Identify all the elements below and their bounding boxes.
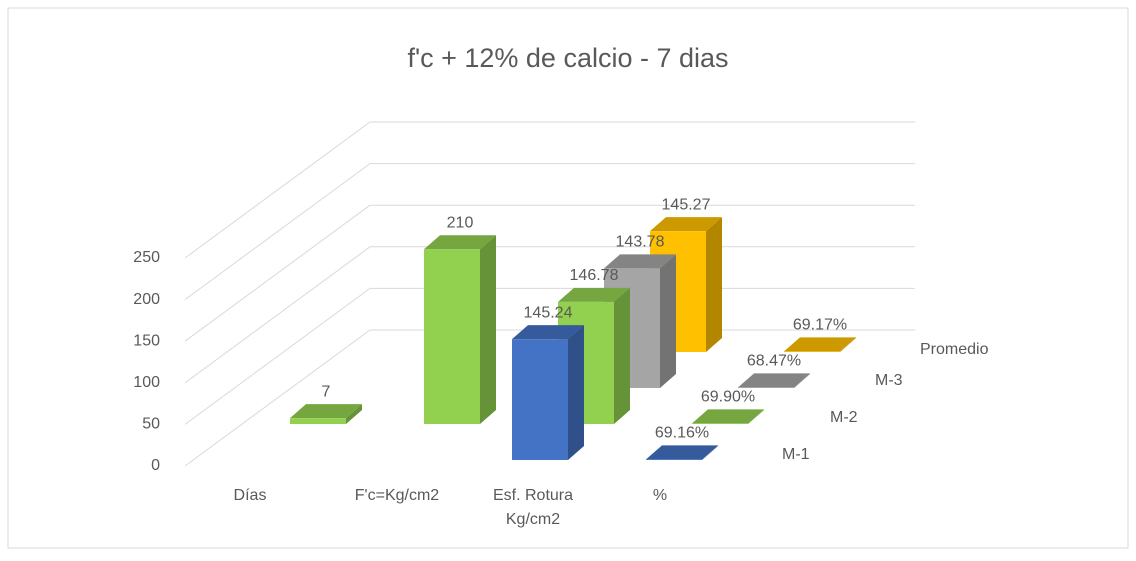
bar bbox=[650, 217, 722, 352]
data-label: 7 bbox=[322, 383, 331, 400]
bar-side bbox=[702, 445, 718, 460]
series-label: M-1 bbox=[782, 446, 810, 463]
bar-top bbox=[604, 254, 676, 269]
y-tick-label: 100 bbox=[133, 374, 160, 391]
series-label: M-2 bbox=[830, 409, 858, 426]
x-tick-label: % bbox=[653, 487, 667, 504]
bar bbox=[784, 337, 856, 352]
bar bbox=[290, 404, 362, 424]
bar-front bbox=[692, 423, 748, 424]
bar-side bbox=[794, 373, 810, 388]
bar-top bbox=[290, 404, 362, 419]
bar-side bbox=[748, 409, 764, 424]
bar-side bbox=[568, 325, 584, 460]
series-label: Promedio bbox=[920, 341, 989, 358]
bar-front bbox=[512, 339, 568, 460]
bar-front bbox=[290, 418, 346, 424]
grid-line bbox=[184, 121, 371, 259]
bar bbox=[646, 445, 718, 460]
y-tick-label: 150 bbox=[133, 332, 160, 349]
bar bbox=[738, 373, 810, 388]
bar-top bbox=[424, 235, 496, 250]
bar-top bbox=[646, 445, 718, 460]
data-label: 143.78 bbox=[616, 234, 665, 251]
chart-title: f'c + 12% de calcio - 7 dias bbox=[407, 43, 728, 73]
y-tick-label: 50 bbox=[142, 416, 160, 433]
x-tick-label: Días bbox=[234, 487, 267, 504]
series-label: M-3 bbox=[875, 372, 903, 389]
x-tick-label: F'c=Kg/cm2 bbox=[355, 487, 440, 504]
bar-top bbox=[738, 373, 810, 388]
bar-front bbox=[646, 459, 702, 460]
data-label: 69.90% bbox=[701, 389, 755, 406]
bar bbox=[692, 409, 764, 424]
y-tick-label: 250 bbox=[133, 249, 160, 266]
data-label: 68.47% bbox=[747, 353, 801, 370]
bar-top bbox=[512, 325, 584, 340]
bar-top bbox=[692, 409, 764, 424]
bar bbox=[424, 235, 496, 424]
grid-line bbox=[184, 287, 371, 425]
bar-top bbox=[558, 287, 630, 302]
grid-line bbox=[184, 163, 371, 301]
y-tick-label: 200 bbox=[133, 291, 160, 308]
bar-top bbox=[650, 217, 722, 232]
chart-frame bbox=[7, 7, 1129, 549]
bar-front bbox=[738, 387, 794, 388]
x-tick-label: Esf. Rotura Kg/cm2 bbox=[493, 487, 573, 528]
bar-front bbox=[784, 351, 840, 352]
bar-side bbox=[706, 217, 722, 352]
grid-line bbox=[184, 204, 371, 342]
data-label: 210 bbox=[447, 214, 474, 231]
data-label: 69.16% bbox=[655, 425, 709, 442]
bar-side bbox=[660, 254, 676, 388]
data-label: 69.17% bbox=[793, 317, 847, 334]
bar bbox=[512, 325, 584, 460]
y-tick-label: 0 bbox=[151, 457, 160, 474]
bar-side bbox=[480, 235, 496, 424]
bar-top bbox=[784, 337, 856, 352]
bar-side bbox=[346, 404, 362, 424]
data-label: 145.27 bbox=[662, 196, 711, 213]
grid-line bbox=[184, 246, 371, 384]
data-label: 145.24 bbox=[524, 304, 573, 321]
bar-side bbox=[614, 287, 630, 424]
bar-side bbox=[840, 337, 856, 352]
data-label: 146.78 bbox=[570, 267, 619, 284]
bar-front bbox=[424, 249, 480, 424]
grid-line bbox=[184, 329, 371, 467]
